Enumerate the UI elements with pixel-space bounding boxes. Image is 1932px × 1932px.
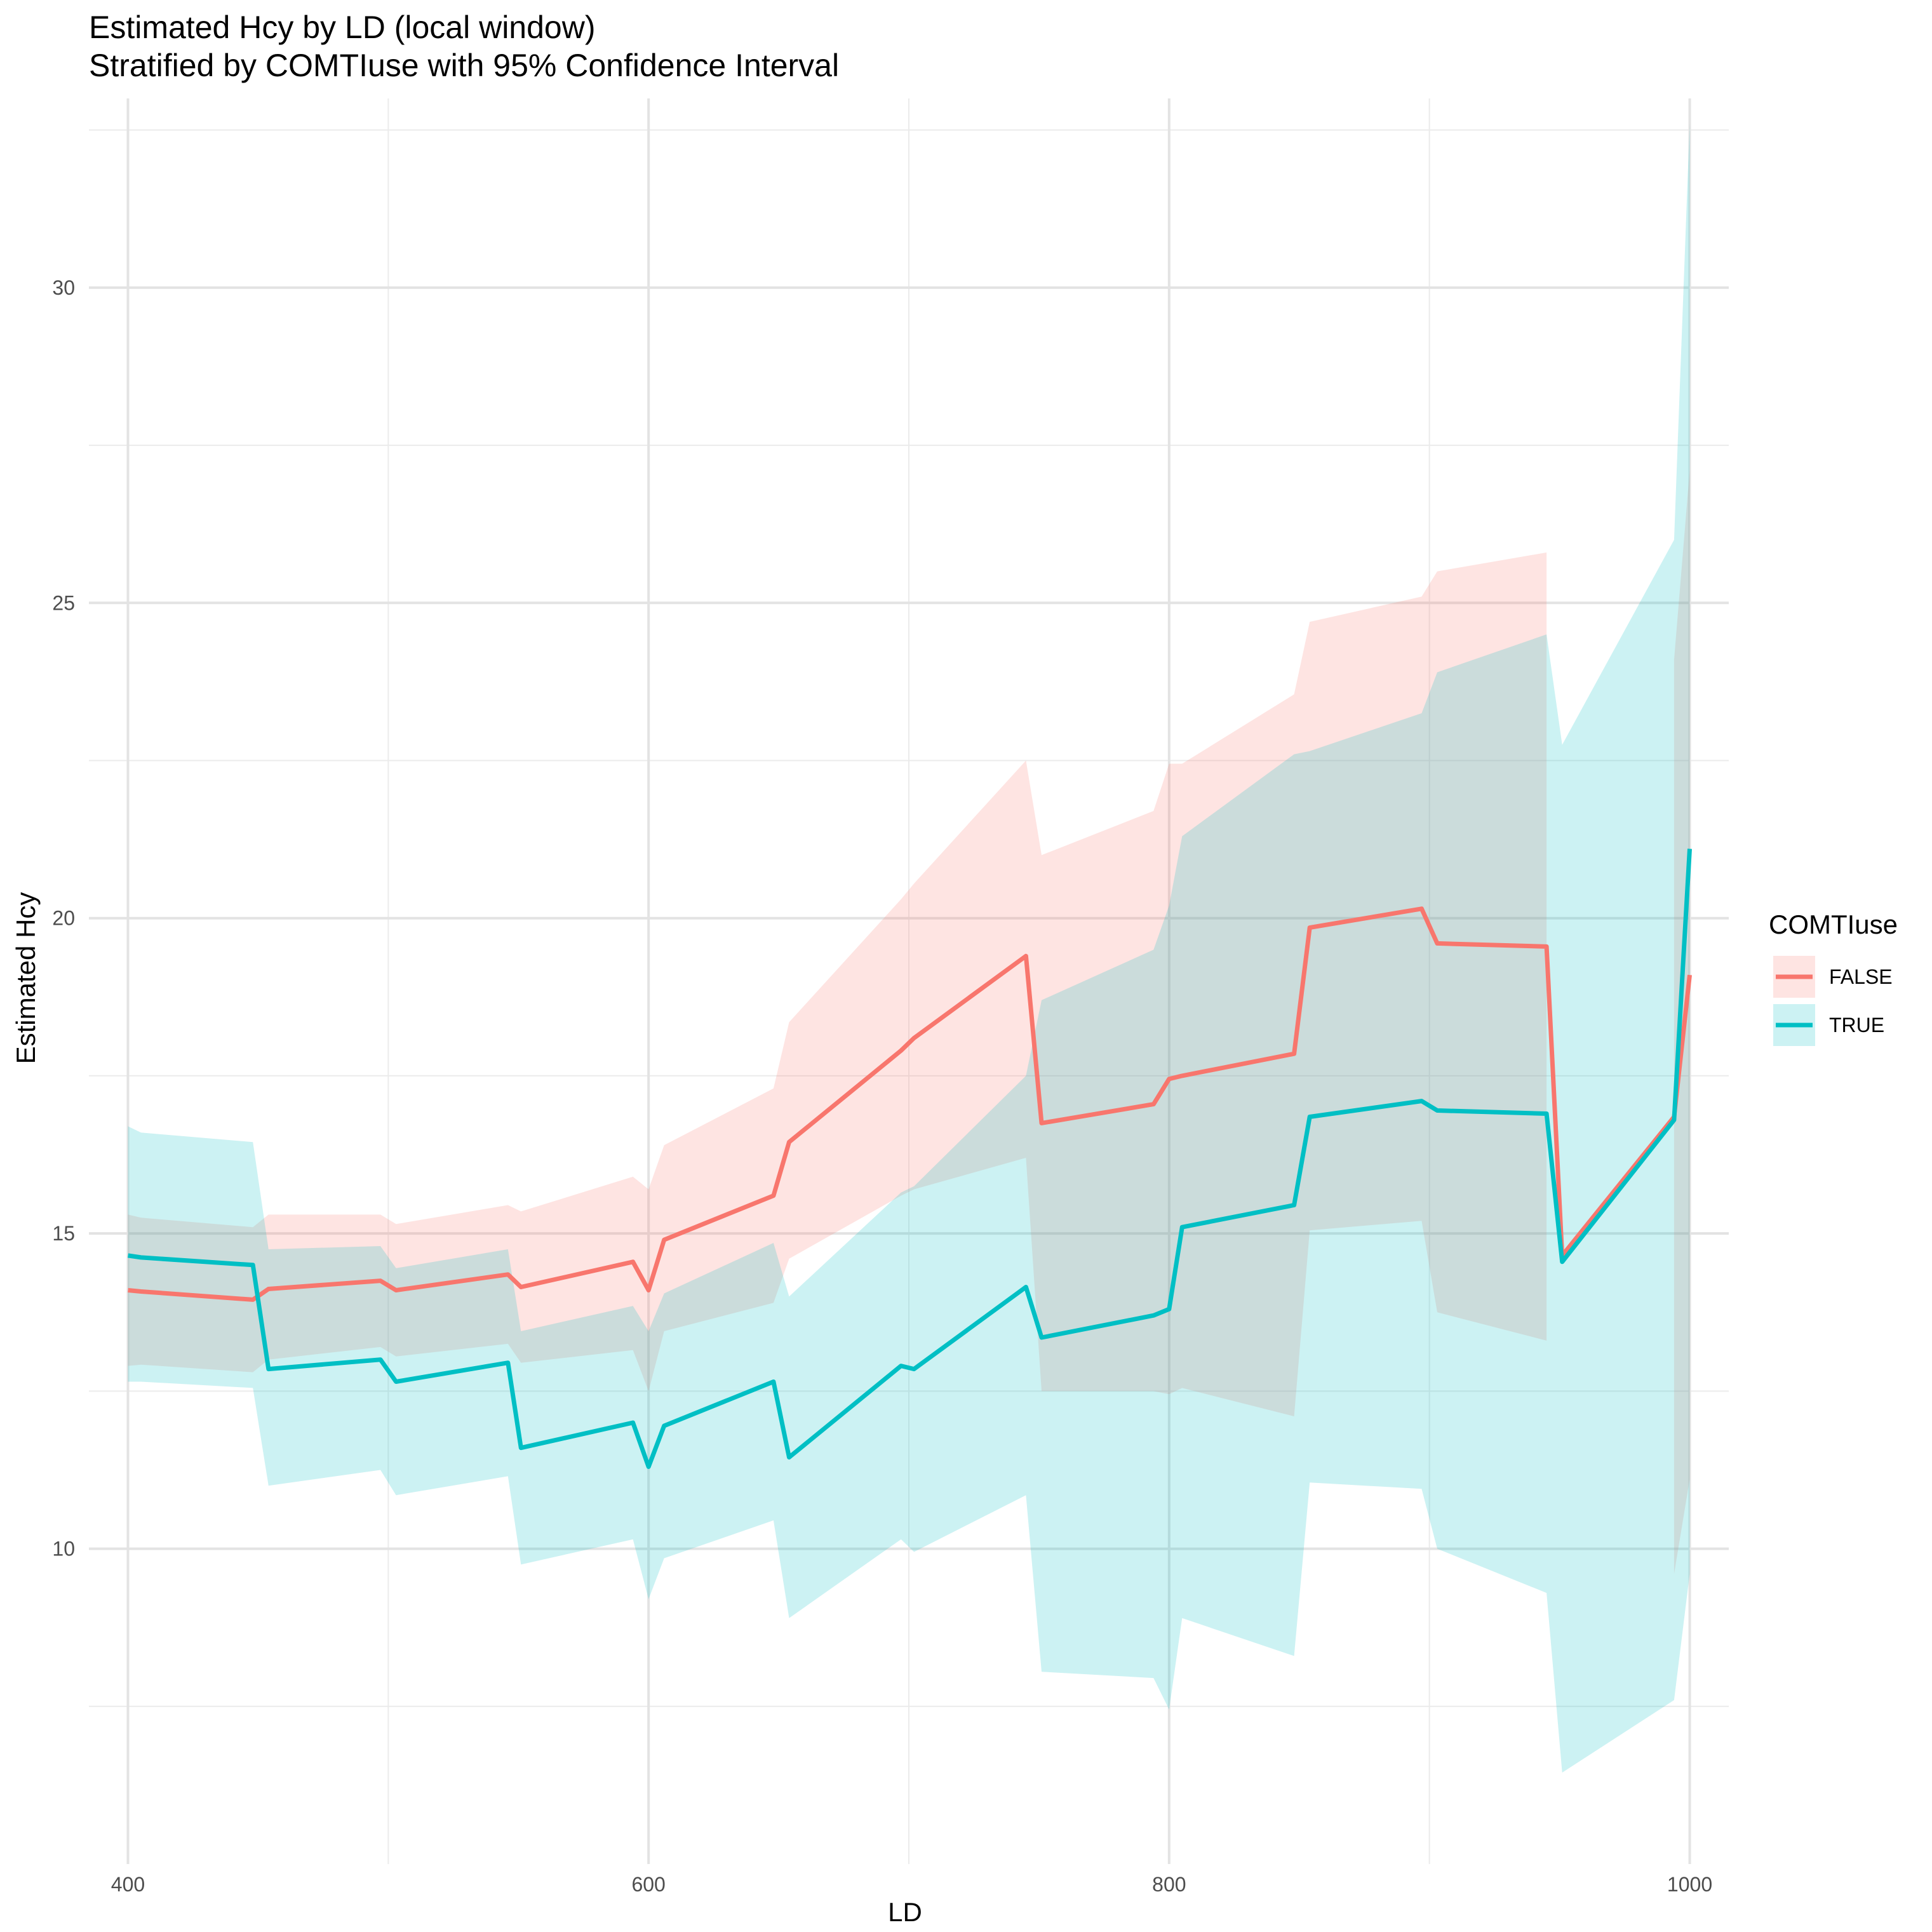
x-tick-label: 1000 <box>1667 1873 1712 1896</box>
tick-labels: 400 600 800 1000 10 15 20 25 30 <box>52 276 1712 1896</box>
x-tick-label: 800 <box>1152 1873 1186 1896</box>
y-tick-label: 10 <box>52 1538 75 1560</box>
x-tick-label: 400 <box>111 1873 145 1896</box>
series-lines <box>127 849 1692 1469</box>
y-tick-label: 15 <box>52 1222 75 1245</box>
ci-band-false <box>128 552 1547 1417</box>
legend-label-true: TRUE <box>1829 1014 1884 1036</box>
chart-title: Estimated Hcy by LD (local window) <box>89 10 596 45</box>
y-axis-title: Estimated Hcy <box>11 892 41 1064</box>
x-tick-label: 600 <box>631 1873 665 1896</box>
legend: COMTIuse FALSE TRUE <box>1769 909 1898 1046</box>
legend-title: COMTIuse <box>1769 909 1898 939</box>
x-axis-title: LD <box>888 1897 922 1927</box>
series-line-false <box>128 906 1692 1302</box>
series-line-true <box>127 849 1692 1469</box>
y-tick-label: 30 <box>52 276 75 299</box>
y-tick-label: 25 <box>52 591 75 614</box>
chart-subtitle: Stratified by COMTIuse with 95% Confiden… <box>89 48 839 83</box>
y-tick-label: 20 <box>52 907 75 930</box>
legend-label-false: FALSE <box>1829 965 1893 988</box>
grid <box>89 98 1729 1864</box>
confidence-bands <box>128 123 1690 1773</box>
ci-band-true <box>128 123 1690 1773</box>
